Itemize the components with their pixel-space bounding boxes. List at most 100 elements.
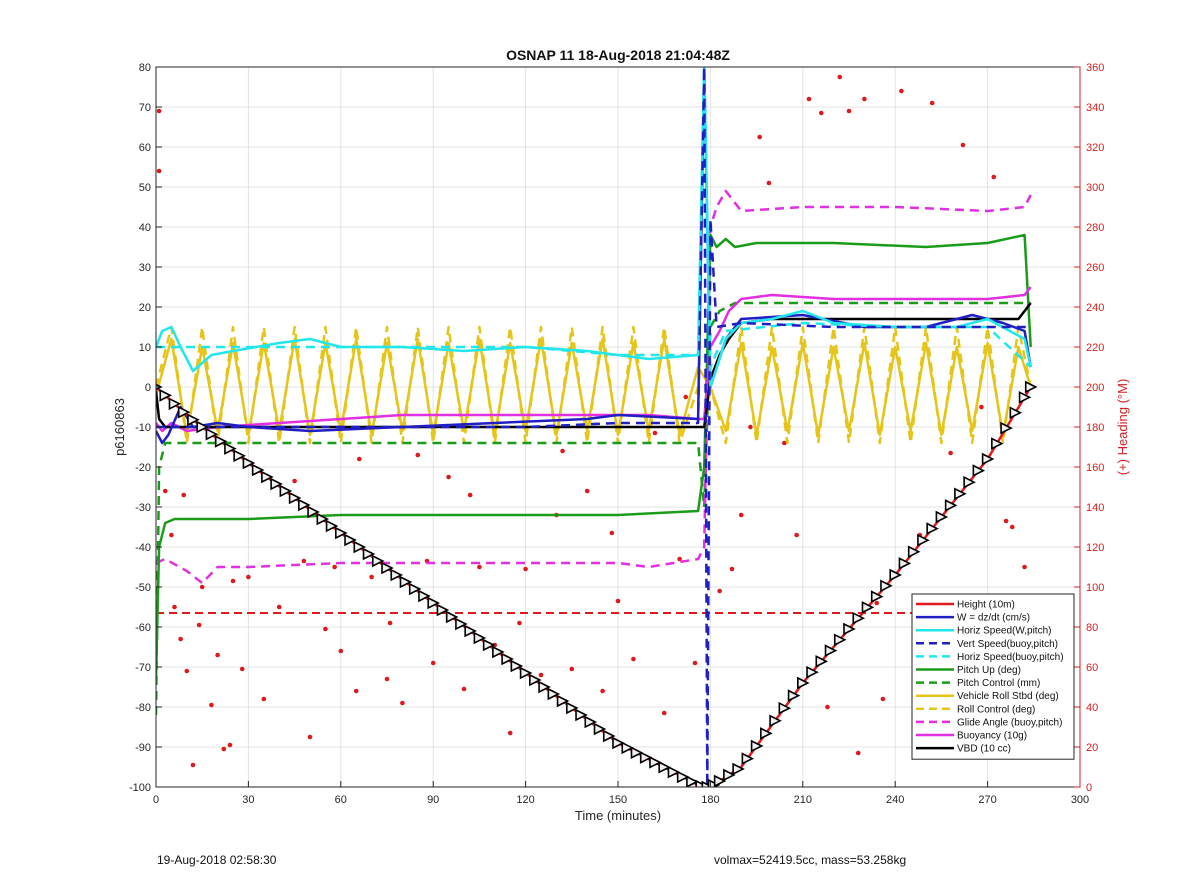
heading-point — [1022, 564, 1027, 570]
height-marker — [926, 522, 939, 535]
heading-point — [156, 108, 162, 114]
y2-tick-label: 0 — [1086, 782, 1092, 794]
heading-point — [862, 96, 867, 102]
x-axis-label: Time (minutes) — [575, 808, 661, 823]
height-marker — [732, 762, 745, 776]
heading-point — [384, 676, 390, 682]
heading-point — [190, 762, 196, 768]
heading-point — [387, 620, 393, 626]
height-marker — [325, 519, 339, 533]
heading-point — [199, 584, 205, 590]
height-marker — [741, 752, 755, 765]
height-marker — [381, 561, 394, 575]
y-tick-label: 40 — [139, 222, 151, 234]
heading-point — [794, 532, 799, 538]
height-marker — [954, 487, 967, 501]
y2-tick-label: 280 — [1086, 222, 1104, 234]
heading-point — [899, 88, 904, 94]
height-marker — [362, 547, 376, 561]
legend-entry: Horiz Speed(W,pitch) — [957, 626, 1051, 637]
heading-point — [215, 652, 220, 658]
height-marker — [242, 456, 256, 470]
heading-point — [230, 578, 236, 584]
y-tick-label: 20 — [139, 302, 151, 314]
height-marker — [843, 622, 856, 636]
series-line-horiz-speed-buoy-pitch — [156, 67, 1032, 369]
height-marker — [917, 533, 930, 547]
heading-point — [766, 180, 772, 186]
height-marker — [898, 557, 912, 570]
heading-point — [169, 532, 174, 538]
heading-point — [979, 404, 984, 410]
heading-point — [292, 478, 297, 484]
y-tick-label: 10 — [139, 342, 151, 354]
heading-point — [369, 574, 374, 580]
y-tick-label: -40 — [135, 542, 151, 554]
height-marker — [565, 701, 579, 715]
height-marker — [399, 575, 413, 589]
heading-point — [172, 604, 177, 610]
height-marker — [806, 665, 819, 679]
heading-point — [323, 626, 328, 632]
heading-point — [600, 688, 605, 694]
y2-tick-label: 180 — [1086, 422, 1104, 434]
height-marker — [547, 687, 561, 701]
legend-entry: Pitch Up (deg) — [957, 665, 1021, 676]
heading-point — [748, 424, 753, 430]
height-marker — [658, 760, 671, 774]
height-marker — [353, 540, 367, 554]
height-marker — [750, 739, 764, 753]
height-marker — [519, 666, 533, 680]
heading-point — [683, 394, 689, 400]
series-line-roll-control-deg — [156, 325, 1032, 445]
heading-point — [874, 600, 880, 606]
height-marker — [214, 435, 228, 448]
height-marker — [436, 603, 450, 617]
heading-point — [717, 588, 722, 594]
height-marker — [1000, 421, 1013, 435]
x-tick-label: 210 — [794, 794, 812, 806]
heading-point — [1003, 518, 1009, 524]
height-marker — [316, 512, 330, 526]
height-marker — [796, 676, 810, 690]
heading-point — [880, 696, 886, 702]
heading-point — [461, 686, 467, 692]
y2-tick-label: 60 — [1086, 662, 1098, 674]
height-marker — [621, 741, 635, 755]
heading-point — [960, 142, 966, 148]
height-marker — [307, 505, 320, 519]
y-tick-label: -80 — [135, 702, 151, 714]
height-marker — [556, 694, 570, 708]
height-marker — [1018, 390, 1032, 404]
height-marker — [880, 579, 893, 593]
height-marker — [889, 568, 902, 582]
height-marker — [390, 568, 404, 582]
heading-point — [276, 604, 282, 610]
heading-point — [661, 710, 667, 716]
y2-tick-label: 40 — [1086, 702, 1098, 714]
axes: 0 30 60 90 120 150 180 210 240 270 300-100-90-80-7… — [129, 62, 1104, 806]
heading-point — [400, 700, 405, 706]
height-marker — [1024, 380, 1038, 394]
heading-point — [246, 574, 251, 580]
y2-tick-label: 300 — [1086, 182, 1104, 194]
height-marker — [963, 475, 976, 489]
heading-point — [837, 74, 843, 80]
height-marker — [981, 452, 995, 466]
height-marker — [713, 774, 727, 787]
height-marker — [334, 526, 348, 540]
heading-point — [782, 440, 787, 446]
heading-point — [415, 452, 421, 458]
series-line-pitch-up-deg — [156, 233, 1032, 680]
x-tick-label: 270 — [978, 794, 996, 806]
height-marker — [833, 633, 847, 647]
legend-entry: Vehicle Roll Stbd (deg) — [957, 691, 1059, 702]
y2-tick-label: 100 — [1086, 582, 1104, 594]
legend-entry: Buoyancy (10g) — [957, 731, 1027, 742]
height-marker — [445, 610, 459, 624]
heading-point — [162, 488, 168, 494]
heading-point — [677, 556, 682, 562]
height-marker — [815, 655, 829, 668]
heading-point — [855, 750, 861, 756]
legend-entry: Height (10m) — [957, 600, 1015, 611]
